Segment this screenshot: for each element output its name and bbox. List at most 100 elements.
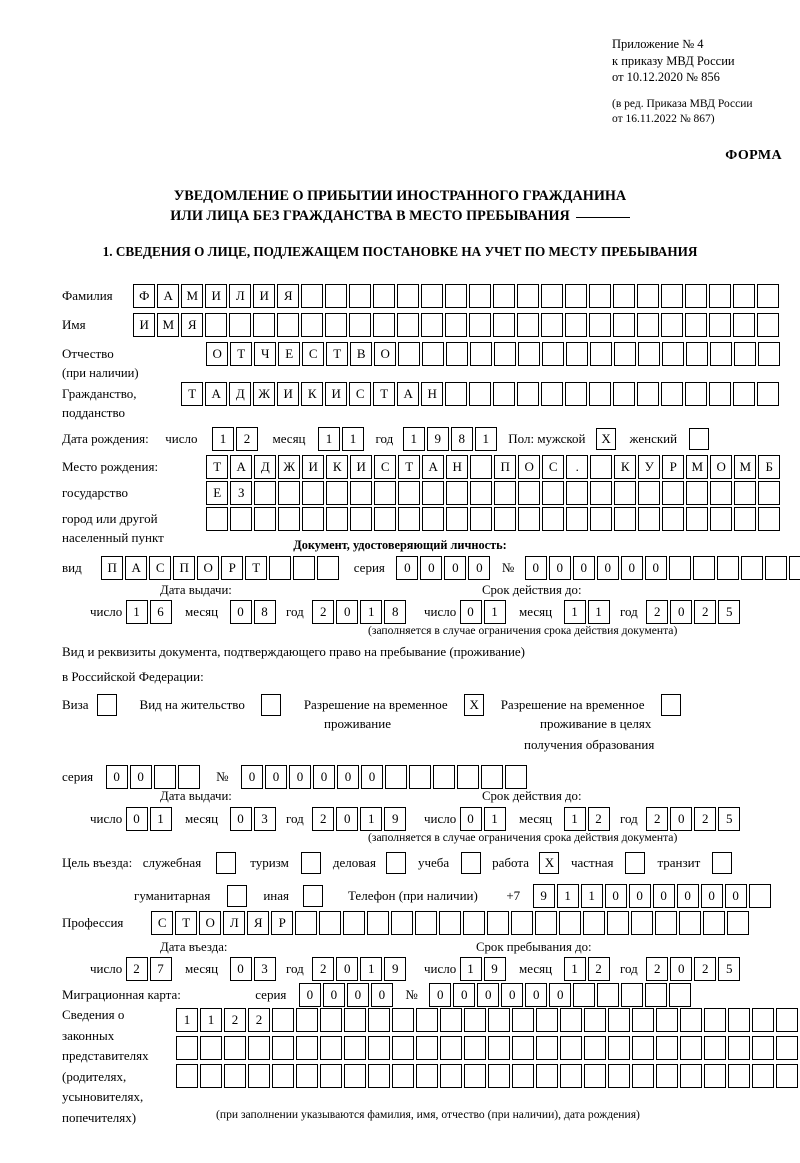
char-cell[interactable]: Р	[662, 455, 685, 479]
char-cell[interactable]: П	[494, 455, 517, 479]
legal-rep-input-3[interactable]	[176, 1064, 798, 1088]
temp-residence-edu-checkbox[interactable]	[661, 694, 682, 716]
char-cell[interactable]	[733, 284, 756, 308]
char-cell[interactable]: 1	[200, 1008, 222, 1032]
char-cell[interactable]	[446, 481, 469, 505]
char-cell[interactable]	[776, 1036, 798, 1060]
char-cell[interactable]	[607, 911, 630, 935]
char-cell[interactable]: О	[197, 556, 220, 580]
char-cell[interactable]: К	[326, 455, 349, 479]
char-cell[interactable]: 1	[149, 807, 172, 831]
char-cell[interactable]	[392, 1064, 414, 1088]
char-cell[interactable]	[343, 911, 366, 935]
char-cell[interactable]: 2	[312, 957, 335, 981]
char-cell[interactable]: И	[205, 284, 228, 308]
char-cell[interactable]	[248, 1036, 270, 1060]
char-cell[interactable]: 1	[563, 807, 586, 831]
char-cell[interactable]	[176, 1064, 198, 1088]
char-cell[interactable]	[272, 1064, 294, 1088]
char-cell[interactable]	[704, 1008, 726, 1032]
char-cell[interactable]	[494, 342, 517, 366]
char-cell[interactable]: А	[205, 382, 228, 406]
char-cell[interactable]: Т	[175, 911, 198, 935]
char-cell[interactable]	[758, 481, 781, 505]
char-cell[interactable]	[590, 481, 613, 505]
char-cell[interactable]: А	[125, 556, 148, 580]
char-cell[interactable]	[374, 481, 397, 505]
char-cell[interactable]	[302, 507, 325, 531]
char-cell[interactable]	[656, 1008, 678, 1032]
char-cell[interactable]	[440, 1008, 462, 1032]
char-cell[interactable]: Т	[206, 455, 229, 479]
char-cell[interactable]	[573, 983, 596, 1007]
char-cell[interactable]	[368, 1064, 390, 1088]
char-cell[interactable]: Л	[223, 911, 246, 935]
char-cell[interactable]	[669, 983, 692, 1007]
char-cell[interactable]	[608, 1064, 630, 1088]
char-cell[interactable]: Я	[247, 911, 270, 935]
char-cell[interactable]	[752, 1064, 774, 1088]
char-cell[interactable]	[469, 382, 492, 406]
char-cell[interactable]: 0	[524, 556, 547, 580]
char-cell[interactable]	[470, 455, 493, 479]
char-cell[interactable]	[439, 911, 462, 935]
char-cell[interactable]: 0	[322, 983, 345, 1007]
char-cell[interactable]	[349, 313, 372, 337]
char-cell[interactable]	[350, 481, 373, 505]
char-cell[interactable]	[614, 342, 637, 366]
char-cell[interactable]	[632, 1036, 654, 1060]
char-cell[interactable]	[632, 1008, 654, 1032]
char-cell[interactable]	[613, 284, 636, 308]
char-cell[interactable]: 9	[532, 884, 555, 908]
char-cell[interactable]	[536, 1008, 558, 1032]
char-cell[interactable]: 0	[125, 807, 148, 831]
char-cell[interactable]: 1	[360, 807, 383, 831]
char-cell[interactable]: К	[614, 455, 637, 479]
char-cell[interactable]: 3	[253, 807, 276, 831]
char-cell[interactable]: 2	[694, 807, 717, 831]
char-cell[interactable]: М	[157, 313, 180, 337]
char-cell[interactable]	[566, 481, 589, 505]
char-cell[interactable]	[205, 313, 228, 337]
char-cell[interactable]	[493, 313, 516, 337]
char-cell[interactable]: 9	[384, 957, 407, 981]
char-cell[interactable]	[445, 284, 468, 308]
char-cell[interactable]: К	[301, 382, 324, 406]
char-cell[interactable]	[584, 1036, 606, 1060]
char-cell[interactable]: С	[349, 382, 372, 406]
char-cell[interactable]	[703, 911, 726, 935]
char-cell[interactable]	[368, 1036, 390, 1060]
char-cell[interactable]: С	[542, 455, 565, 479]
char-cell[interactable]	[685, 382, 708, 406]
char-cell[interactable]	[433, 765, 456, 789]
char-cell[interactable]: О	[710, 455, 733, 479]
char-cell[interactable]	[662, 507, 685, 531]
char-cell[interactable]	[373, 284, 396, 308]
char-cell[interactable]	[440, 1064, 462, 1088]
char-cell[interactable]	[398, 342, 421, 366]
char-cell[interactable]	[535, 911, 558, 935]
sex-female-checkbox[interactable]	[688, 428, 709, 450]
char-cell[interactable]	[517, 382, 540, 406]
purpose-transit-checkbox[interactable]	[711, 852, 732, 874]
char-cell[interactable]	[692, 556, 715, 580]
char-cell[interactable]	[621, 983, 644, 1007]
char-cell[interactable]	[613, 313, 636, 337]
char-cell[interactable]: 0	[549, 983, 572, 1007]
char-cell[interactable]: 0	[229, 957, 252, 981]
char-cell[interactable]	[614, 507, 637, 531]
char-cell[interactable]	[776, 1008, 798, 1032]
char-cell[interactable]: З	[230, 481, 253, 505]
char-cell[interactable]	[656, 1036, 678, 1060]
char-cell[interactable]: 7	[149, 957, 172, 981]
char-cell[interactable]	[385, 765, 408, 789]
